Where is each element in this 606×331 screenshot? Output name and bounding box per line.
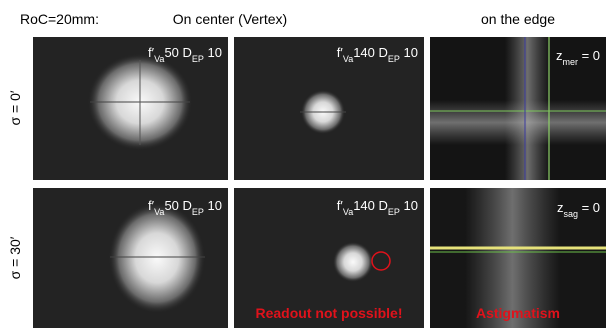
subscript: Va	[154, 207, 164, 217]
subscript: Va	[343, 207, 353, 217]
label-text: 10	[400, 198, 418, 213]
label-text: 140 D	[353, 45, 388, 60]
center-heading: On center (Vertex)	[173, 11, 287, 27]
row-label: σ = 30′	[7, 236, 23, 279]
row-label: σ = 0′	[7, 90, 23, 125]
label-text: 10	[204, 45, 222, 60]
subscript: EP	[192, 207, 204, 217]
label-text: 10	[204, 198, 222, 213]
spot	[333, 242, 373, 282]
label-text: = 0	[578, 200, 600, 215]
subscript: Va	[343, 54, 353, 64]
label-text: 10	[400, 45, 418, 60]
annotation: Astigmatism	[476, 305, 560, 321]
subscript: EP	[388, 207, 400, 217]
subscript: EP	[388, 54, 400, 64]
blur-band	[430, 100, 606, 145]
subscript: sag	[563, 209, 578, 219]
spot	[109, 203, 205, 313]
figure: RoC=20mm: On center (Vertex) on the edge…	[0, 0, 606, 331]
roc-label: RoC=20mm:	[20, 11, 99, 27]
label-text: 140 D	[353, 198, 388, 213]
annotation: Readout not possible!	[256, 305, 403, 321]
subscript: EP	[192, 54, 204, 64]
subscript: mer	[562, 57, 578, 67]
subscript: Va	[154, 54, 164, 64]
label-text: 50 D	[164, 45, 191, 60]
label-text: 50 D	[164, 198, 191, 213]
edge-heading: on the edge	[481, 11, 555, 27]
label-text: = 0	[578, 48, 600, 63]
